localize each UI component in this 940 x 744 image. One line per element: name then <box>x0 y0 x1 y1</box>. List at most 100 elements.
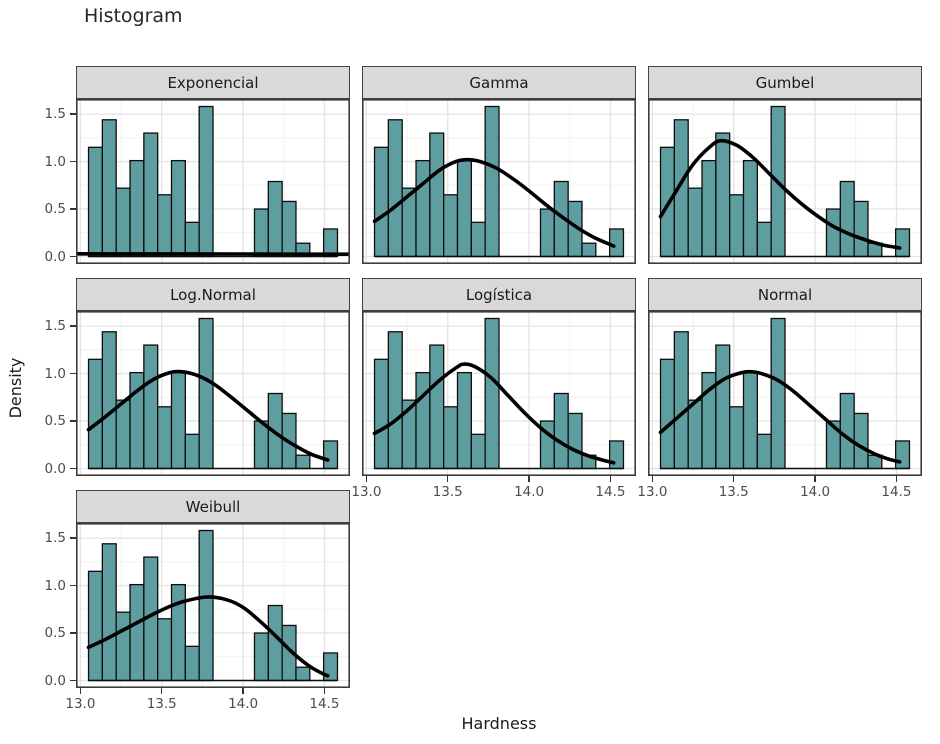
y-axis-tick <box>70 467 76 470</box>
histogram-bar <box>115 399 131 470</box>
facet-strip-label: Weibull <box>185 497 241 516</box>
histogram-bar <box>415 371 431 470</box>
density-curve-log-stica <box>372 362 616 465</box>
y-tick-label: 0.0 <box>44 672 66 689</box>
histogram-bar <box>170 583 186 682</box>
facet-panel-normal <box>648 311 922 476</box>
histogram-bar <box>101 119 117 258</box>
y-axis-tick <box>70 113 76 115</box>
panel-border <box>76 523 350 688</box>
histogram-bar <box>87 146 104 258</box>
histogram-bar <box>429 132 445 258</box>
histogram-bar <box>157 194 173 258</box>
histogram-bar <box>129 583 145 682</box>
histogram-bar <box>742 159 758 258</box>
facet-panel-gamma <box>362 99 636 264</box>
x-axis-tick <box>528 476 530 482</box>
histogram-bar <box>729 194 745 258</box>
histogram-bar <box>470 221 486 258</box>
histogram-bar <box>673 331 689 470</box>
histogram-bar <box>115 187 131 258</box>
histogram-bar <box>101 331 117 470</box>
histogram-bar <box>608 440 625 470</box>
facet-panel-gumbel <box>648 99 922 264</box>
density-curve-gumbel <box>658 138 902 250</box>
y-axis-tick <box>70 632 76 634</box>
histogram-bar <box>170 371 186 470</box>
histogram-bar <box>129 159 145 258</box>
x-axis-tick <box>895 476 898 482</box>
histogram-bar <box>184 645 200 682</box>
facet-strip-gamma: Gamma <box>362 66 636 99</box>
histogram-bar <box>770 317 786 470</box>
histogram-bar <box>659 358 676 470</box>
histogram-bar <box>170 159 186 258</box>
x-axis-title: Hardness <box>461 714 537 733</box>
histogram-bar <box>539 208 555 258</box>
x-tick-label: 14.5 <box>309 696 340 712</box>
histogram-bar <box>184 221 200 258</box>
y-tick-label: 1.5 <box>44 318 66 335</box>
density-curve-log-normal <box>86 369 330 462</box>
histogram-bar <box>853 412 869 470</box>
histogram-bar <box>687 399 703 470</box>
panel-border <box>648 311 922 476</box>
facet-strip-weibull: Weibull <box>76 490 350 523</box>
facet-strip-label: Gamma <box>469 73 529 92</box>
histogram-bar <box>157 406 173 470</box>
y-tick-label: 0.0 <box>44 460 66 477</box>
panel-border <box>362 311 636 476</box>
histogram-bar <box>415 159 431 258</box>
y-axis-tick <box>70 325 76 327</box>
facet-strip-log-stica: Logística <box>362 278 636 311</box>
plot-title: Histogram <box>84 5 183 27</box>
x-axis-tick <box>651 476 654 482</box>
y-axis-tick <box>70 372 76 375</box>
histogram-bar <box>143 344 159 470</box>
x-axis-tick <box>79 688 82 694</box>
y-tick-label: 1.5 <box>44 530 66 547</box>
histogram-bar <box>484 317 500 470</box>
histogram-bar <box>456 371 472 470</box>
histogram-bar <box>373 358 390 470</box>
histogram-bar <box>87 358 104 470</box>
y-tick-label: 1.0 <box>44 365 66 382</box>
y-axis-tick <box>70 255 76 258</box>
panel-border <box>648 99 922 264</box>
histogram-bar <box>742 371 758 470</box>
y-axis-tick <box>70 679 76 682</box>
density-curve-normal <box>658 369 902 464</box>
histogram-bar <box>756 221 772 258</box>
histogram-bar <box>567 412 583 470</box>
x-axis-tick <box>732 476 735 482</box>
histogram-bar <box>853 200 869 258</box>
y-axis-tick <box>70 420 76 422</box>
facet-panel-log-stica <box>362 311 636 476</box>
x-axis-tick <box>323 688 326 694</box>
histogram-bar <box>825 208 841 258</box>
facet-strip-gumbel: Gumbel <box>648 66 922 99</box>
histogram-bar <box>253 208 269 258</box>
histogram-bar <box>387 331 403 470</box>
histogram-bar <box>894 440 911 470</box>
x-tick-label: 14.0 <box>514 484 545 500</box>
histogram-bar <box>608 228 625 258</box>
facet-weibull: Weibull <box>76 490 350 688</box>
facet-strip-label: Logística <box>465 285 533 304</box>
histogram-bar <box>253 632 269 682</box>
y-tick-label: 1.0 <box>44 577 66 594</box>
y-tick-label: 0.5 <box>44 413 66 430</box>
histogram-bar <box>253 420 269 470</box>
x-tick-label: 13.5 <box>432 484 463 500</box>
facet-panel-log-normal <box>76 311 350 476</box>
x-axis-tick <box>609 476 612 482</box>
histogram-bar <box>157 618 173 682</box>
density-curve-weibull <box>86 595 330 678</box>
y-axis-title: Density <box>6 357 25 419</box>
histogram-bar <box>553 392 569 470</box>
histogram-bar <box>470 433 486 470</box>
x-tick-label: 13.0 <box>351 484 382 500</box>
facet-normal: Normal <box>648 278 922 476</box>
histogram-bar <box>729 406 745 470</box>
